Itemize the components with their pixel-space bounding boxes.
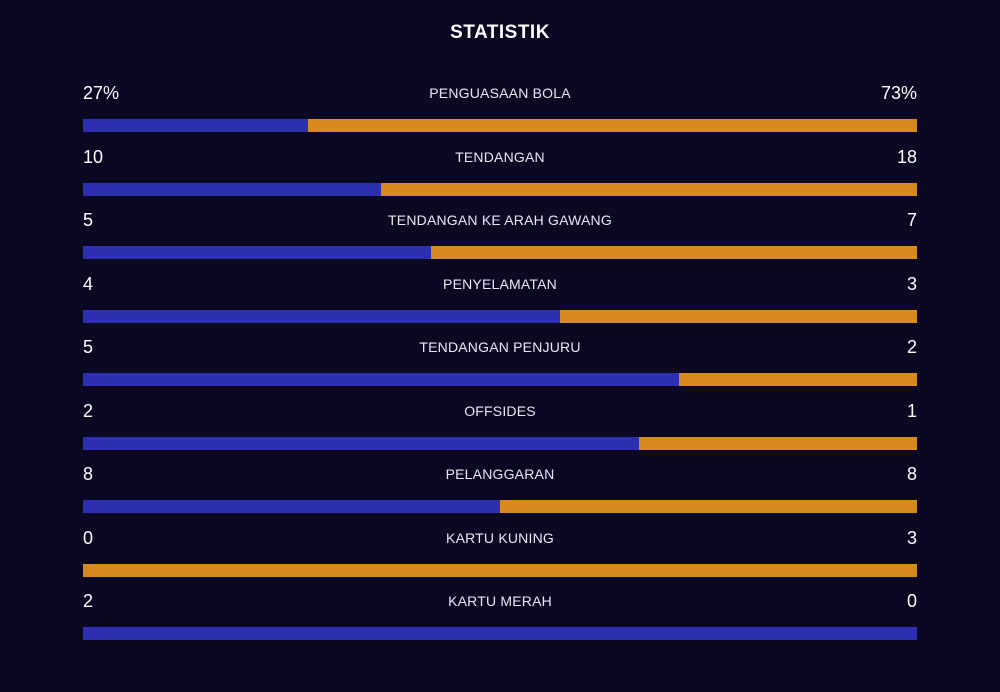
home-value: 4 bbox=[83, 273, 94, 294]
stat-label: PELANGGARAN bbox=[445, 466, 555, 482]
away-bar-segment bbox=[380, 182, 917, 196]
away-value: 2 bbox=[906, 337, 917, 357]
home-bar-segment bbox=[83, 119, 309, 132]
stat-row-5: 2 OFFSIDES 1 bbox=[83, 398, 917, 462]
stat-label: KARTU MERAH bbox=[448, 593, 552, 609]
away-bar-segment bbox=[500, 500, 917, 513]
stat-header: 5 TENDANGAN KE ARAH GAWANG 7 bbox=[83, 207, 917, 233]
away-value: 8 bbox=[906, 464, 917, 484]
away-value: 3 bbox=[906, 527, 917, 548]
stat-label: PENGUASAAN BOLA bbox=[429, 85, 571, 101]
stat-row-4: 5 TENDANGAN PENJURU 2 bbox=[83, 334, 917, 398]
stat-row-7: 0 KARTU KUNING 3 bbox=[83, 525, 917, 589]
stat-header: 5 TENDANGAN PENJURU 2 bbox=[83, 334, 917, 360]
away-bar-segment bbox=[83, 563, 917, 577]
home-value: 5 bbox=[83, 337, 94, 357]
stat-label: TENDANGAN bbox=[455, 148, 545, 165]
stat-row-1: 10 TENDANGAN 18 bbox=[83, 144, 917, 208]
home-value: 5 bbox=[83, 210, 94, 230]
stat-header: 2 KARTU MERAH 0 bbox=[83, 588, 917, 614]
away-value: 3 bbox=[906, 273, 917, 294]
home-bar-segment bbox=[83, 627, 917, 640]
away-value: 73% bbox=[880, 83, 917, 103]
stat-label: KARTU KUNING bbox=[446, 529, 554, 546]
stat-header: 4 PENYELAMATAN 3 bbox=[83, 271, 917, 297]
stats-list: 27% PENGUASAAN BOLA 73% 10 TENDANGAN 1 8 … bbox=[83, 80, 917, 652]
stat-row-6: 8 PELANGGARAN 8 bbox=[83, 461, 917, 525]
home-bar-segment bbox=[83, 246, 431, 259]
stat-label: TENDANGAN PENJURU bbox=[419, 339, 581, 355]
comparison-bar bbox=[83, 563, 917, 577]
home-value: 2 bbox=[83, 591, 94, 611]
stat-header: 0 KARTU KUNING 3 bbox=[83, 525, 917, 551]
home-value: 0 bbox=[83, 527, 94, 548]
home-value: 8 bbox=[83, 464, 94, 484]
home-bar-segment bbox=[83, 500, 500, 513]
stat-label: TENDANGAN KE ARAH GAWANG bbox=[388, 212, 612, 228]
stat-label: PENYELAMATAN bbox=[443, 275, 557, 292]
stat-row-3: 4 PENYELAMATAN 3 bbox=[83, 271, 917, 335]
away-value: 0 bbox=[906, 591, 917, 611]
away-bar-segment bbox=[430, 246, 917, 259]
comparison-bar bbox=[83, 246, 917, 259]
comparison-bar bbox=[83, 119, 917, 132]
page-title: STATISTIK bbox=[450, 22, 550, 43]
stat-header: 10 TENDANGAN 18 bbox=[83, 144, 917, 170]
home-bar-segment bbox=[83, 182, 381, 196]
away-bar-segment bbox=[308, 119, 917, 132]
stat-row-8: 2 KARTU MERAH 0 bbox=[83, 588, 917, 652]
stat-header: 2 OFFSIDES 1 bbox=[83, 398, 917, 424]
away-value: 1 bbox=[906, 400, 917, 421]
home-bar-segment bbox=[83, 309, 560, 323]
comparison-bar bbox=[83, 309, 917, 323]
comparison-bar bbox=[83, 373, 917, 386]
away-value: 7 bbox=[906, 210, 917, 230]
comparison-bar bbox=[83, 500, 917, 513]
comparison-bar bbox=[83, 182, 917, 196]
stat-row-2: 5 TENDANGAN KE ARAH GAWANG 7 bbox=[83, 207, 917, 271]
stat-header: 27% PENGUASAAN BOLA 73% bbox=[83, 80, 917, 106]
away-value: 18 bbox=[896, 146, 917, 167]
home-value: 10 bbox=[83, 146, 104, 167]
stat-row-0: 27% PENGUASAAN BOLA 73% bbox=[83, 80, 917, 144]
comparison-bar bbox=[83, 627, 917, 640]
stat-header: 8 PELANGGARAN 8 bbox=[83, 461, 917, 487]
home-bar-segment bbox=[83, 436, 639, 450]
away-bar-segment bbox=[559, 309, 917, 323]
stat-label: OFFSIDES bbox=[464, 402, 536, 419]
home-value: 2 bbox=[83, 400, 94, 421]
home-value: 27% bbox=[83, 83, 120, 103]
home-bar-segment bbox=[83, 373, 679, 386]
away-bar-segment bbox=[678, 373, 917, 386]
comparison-bar bbox=[83, 436, 917, 450]
away-bar-segment bbox=[638, 436, 917, 450]
